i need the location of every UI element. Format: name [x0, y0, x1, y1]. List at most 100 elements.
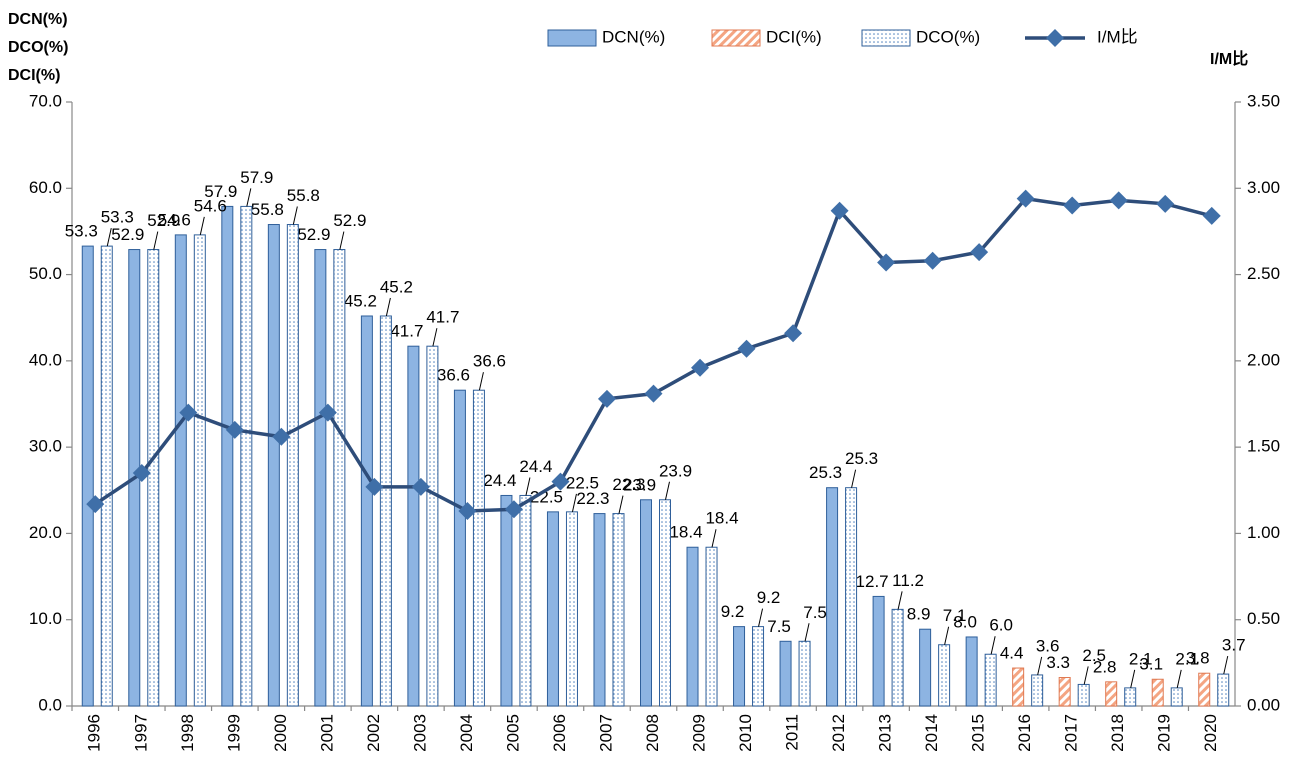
data-label: 55.8 — [287, 186, 320, 205]
data-label: 2.1 — [1129, 649, 1153, 668]
data-label: 11.2 — [892, 571, 924, 590]
data-label: 45.2 — [380, 277, 413, 296]
label-leader — [339, 231, 345, 250]
label-leader — [804, 623, 810, 642]
legend-marker — [1046, 29, 1064, 47]
bar — [472, 389, 485, 707]
line-marker — [318, 403, 337, 422]
label-leader — [851, 469, 857, 488]
legend-label: DCO(%) — [916, 27, 980, 46]
bar — [891, 608, 904, 707]
y2-tick-label: 0.50 — [1247, 609, 1280, 628]
label-leader — [665, 481, 670, 500]
label-leader — [246, 188, 252, 207]
x-tick-label: 2003 — [410, 714, 429, 752]
label-leader — [897, 591, 903, 610]
bar — [407, 345, 420, 707]
legend-label: I/M比 — [1097, 27, 1138, 46]
y2-tick-label: 2.50 — [1247, 264, 1280, 283]
bar — [612, 513, 625, 707]
line-marker — [1109, 191, 1128, 210]
line-marker — [1202, 206, 1221, 225]
y2-tick-label: 1.50 — [1247, 437, 1280, 456]
data-label: 8.0 — [953, 612, 977, 631]
y-tick-label: 50.0 — [29, 264, 62, 283]
data-label: 54.6 — [158, 210, 191, 229]
data-label: 2.5 — [1082, 646, 1106, 665]
bar — [779, 640, 792, 707]
bar — [519, 494, 532, 707]
bar — [640, 499, 652, 707]
data-label: 24.4 — [483, 471, 516, 490]
data-label: 52.9 — [147, 211, 180, 230]
bar — [100, 245, 113, 707]
label-leader — [106, 227, 112, 247]
bar — [240, 205, 253, 707]
bar — [872, 595, 885, 707]
data-label: 2.1 — [1175, 649, 1199, 668]
bar — [1031, 674, 1044, 707]
data-label: 9.2 — [757, 588, 781, 607]
bar — [733, 626, 746, 707]
bar — [1058, 677, 1071, 707]
x-tick-label: 2014 — [922, 714, 941, 752]
line-marker — [970, 243, 989, 262]
y2-tick-label: 1.00 — [1247, 523, 1280, 542]
x-tick-label: 2017 — [1062, 714, 1081, 752]
x-tick-label: 1999 — [224, 714, 243, 752]
x-tick-label: 2016 — [1015, 714, 1034, 752]
bar — [984, 653, 997, 707]
data-label: 22.5 — [530, 487, 563, 506]
line-marker — [179, 403, 198, 422]
bar — [938, 644, 951, 707]
label-leader — [525, 477, 531, 496]
bar — [221, 205, 234, 707]
bar — [1170, 687, 1183, 707]
label-leader — [1130, 669, 1136, 688]
data-label: 23.9 — [659, 461, 692, 480]
data-label: 52.9 — [297, 225, 330, 244]
data-label: 22.5 — [566, 473, 599, 492]
x-tick-label: 2004 — [457, 714, 476, 752]
line-marker — [923, 251, 942, 270]
data-label: 9.2 — [721, 602, 745, 621]
y-tick-label: 0.0 — [38, 695, 62, 714]
line-marker — [784, 324, 803, 343]
data-label: 7.5 — [767, 617, 791, 636]
y-tick-label: 40.0 — [29, 350, 62, 369]
label-leader — [385, 297, 391, 317]
y2-tick-label: 3.50 — [1247, 91, 1280, 110]
label-leader — [618, 495, 624, 514]
bar — [1198, 672, 1211, 707]
label-leader — [711, 529, 717, 548]
line-marker — [504, 500, 523, 519]
label-leader — [432, 328, 438, 347]
x-tick-label: 2013 — [876, 714, 895, 752]
bar — [705, 546, 718, 707]
data-label: 54.6 — [194, 196, 227, 215]
x-tick-label: 2009 — [690, 714, 709, 752]
y-axis-label: DCO(%) — [8, 39, 68, 56]
x-tick-label: 2008 — [643, 714, 662, 752]
bar — [286, 224, 299, 707]
bar — [826, 487, 839, 707]
y2-tick-label: 2.00 — [1247, 350, 1280, 369]
line-marker — [365, 477, 384, 496]
data-label: 18.4 — [705, 509, 738, 528]
bar — [659, 499, 671, 707]
bar — [546, 511, 559, 707]
line — [94, 196, 1213, 513]
bar — [752, 626, 765, 707]
data-label: 52.9 — [111, 225, 144, 244]
y-tick-label: 30.0 — [29, 437, 62, 456]
bar — [1217, 673, 1230, 707]
data-label: 53.3 — [65, 222, 98, 241]
data-label: 25.3 — [809, 463, 842, 482]
bar — [426, 345, 439, 707]
data-label: 18.4 — [669, 523, 702, 542]
y2-tick-label: 3.00 — [1247, 178, 1280, 197]
line-marker — [458, 501, 477, 520]
y-axis-label: DCI(%) — [8, 67, 60, 84]
label-leader — [153, 231, 159, 250]
line-marker — [737, 339, 756, 358]
